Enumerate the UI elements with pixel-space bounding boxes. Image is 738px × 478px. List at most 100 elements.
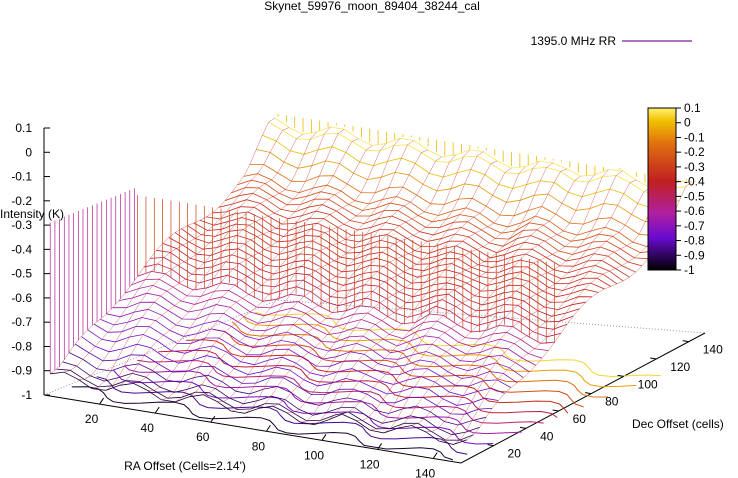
colorbar-tick-label: 0.1 bbox=[684, 101, 701, 115]
colorbar-tick-label: -0.3 bbox=[684, 160, 705, 174]
mesh-row bbox=[262, 134, 680, 209]
y-tick-label: 80 bbox=[605, 395, 619, 409]
colorbar-tick-label: -0.1 bbox=[684, 130, 705, 144]
mesh-col bbox=[230, 154, 456, 412]
z-tick-label: -1 bbox=[21, 388, 32, 402]
z-tick-label: -0.6 bbox=[11, 291, 32, 305]
x-tick-label: 120 bbox=[360, 457, 380, 471]
y-tick bbox=[487, 444, 494, 447]
ra-axis: 20 40 60 80 100 120 140 bbox=[85, 397, 438, 478]
y-tick bbox=[519, 426, 527, 429]
legend: 1395.0 MHz RR bbox=[531, 34, 692, 48]
dec-axis-label: Dec Offset (cells) bbox=[632, 417, 724, 431]
mesh-col bbox=[203, 149, 428, 395]
x-tick bbox=[377, 443, 383, 450]
y-tick-label: 20 bbox=[508, 447, 522, 461]
mesh-col bbox=[328, 162, 554, 421]
z-tick-label: -0.5 bbox=[11, 267, 32, 281]
colorbar-ticks: 0.10-0.1-0.2-0.3-0.4-0.5-0.6-0.7-0.8-0.9… bbox=[676, 101, 705, 277]
x-tick bbox=[321, 434, 327, 441]
y-tick bbox=[682, 340, 689, 343]
contour-line bbox=[137, 359, 544, 424]
contour-line bbox=[96, 376, 468, 455]
legend-label: 1395.0 MHz RR bbox=[531, 34, 617, 48]
mesh-col bbox=[286, 167, 512, 413]
colorbar-tick-label: -0.7 bbox=[684, 219, 705, 233]
x-tick bbox=[210, 415, 216, 423]
x-tick bbox=[265, 424, 271, 432]
mesh-col bbox=[119, 129, 345, 386]
y-tick-label: 100 bbox=[638, 377, 658, 391]
mesh-row bbox=[206, 211, 624, 282]
mesh-row bbox=[100, 317, 518, 384]
mesh-col bbox=[397, 170, 623, 429]
x-tick-label: 140 bbox=[415, 466, 435, 478]
y-tick bbox=[552, 409, 559, 412]
mesh-row bbox=[181, 228, 599, 298]
z-tick-label: -0.1 bbox=[11, 170, 32, 184]
z-tick-label: -0.8 bbox=[11, 339, 32, 353]
mesh-col bbox=[272, 160, 498, 407]
mesh-row bbox=[74, 343, 493, 415]
x-tick bbox=[99, 397, 105, 405]
contour-line bbox=[255, 311, 661, 378]
x-tick-label: 20 bbox=[85, 412, 99, 426]
contour-line bbox=[113, 369, 494, 445]
z-tick-label: -0.9 bbox=[11, 364, 32, 378]
intensity-axis: 0.1 0 -0.1 -0.2 -0.3 -0.4 -0.5 -0.6 -0.7 -0.8 -0.9… bbox=[11, 121, 50, 402]
mesh-col bbox=[78, 133, 303, 380]
colorbar-tick-label: -0.2 bbox=[684, 145, 705, 159]
colorbar-tick-label: -0.5 bbox=[684, 189, 705, 203]
mesh-row bbox=[168, 237, 586, 311]
mesh-col bbox=[453, 180, 679, 445]
colorbar-tick-label: -0.4 bbox=[684, 175, 705, 189]
contour-line bbox=[212, 329, 584, 408]
colorbar-tick-label: -0.9 bbox=[684, 248, 705, 262]
mesh-col bbox=[105, 126, 331, 391]
x-tick bbox=[154, 406, 160, 414]
y-tick-label: 120 bbox=[670, 360, 690, 374]
x-tick-label: 80 bbox=[252, 439, 266, 453]
mesh-row bbox=[268, 121, 686, 194]
contour-line bbox=[158, 349, 558, 419]
colorbar-gradient bbox=[647, 107, 677, 271]
contour-line bbox=[123, 365, 522, 435]
z-tick-label: 0.1 bbox=[15, 121, 32, 135]
z-tick-label: -0.4 bbox=[11, 242, 32, 256]
colorbar-tick-label: -0.8 bbox=[684, 234, 705, 248]
intensity-axis-label: Intensity (K) bbox=[0, 207, 64, 221]
mesh-col bbox=[244, 149, 470, 414]
mesh-col bbox=[147, 145, 373, 391]
base-contours bbox=[71, 311, 661, 461]
x-tick bbox=[432, 452, 438, 459]
mesh-row bbox=[81, 336, 499, 406]
y-tick bbox=[650, 357, 657, 360]
mesh-row bbox=[68, 352, 487, 426]
contour-line bbox=[71, 386, 454, 461]
z-tick-label: -0.3 bbox=[11, 218, 32, 232]
y-tick bbox=[585, 392, 592, 395]
colorbar-tick-label: -1 bbox=[684, 263, 695, 277]
mesh-col bbox=[411, 179, 637, 426]
colorbar-tick-label: -0.6 bbox=[684, 204, 705, 218]
mesh-row bbox=[193, 222, 612, 287]
mesh-col bbox=[356, 175, 581, 421]
contour-line bbox=[186, 339, 569, 414]
z-tick-label: -0.2 bbox=[11, 194, 32, 208]
ra-axis-label: RA Offset (Cells=2.14') bbox=[124, 459, 246, 473]
y-tick bbox=[617, 374, 624, 377]
colorbar: 0.10-0.1-0.2-0.3-0.4-0.5-0.6-0.7-0.8-0.9… bbox=[647, 101, 705, 277]
scan-spikes bbox=[49, 113, 696, 374]
colorbar-tick-label: 0 bbox=[684, 116, 691, 130]
x-tick-label: 60 bbox=[196, 430, 210, 444]
x-tick-label: 100 bbox=[304, 448, 324, 462]
mesh-col bbox=[314, 161, 540, 425]
y-tick-label: 140 bbox=[703, 343, 723, 357]
mesh-row bbox=[256, 149, 674, 223]
mesh-col bbox=[161, 143, 387, 401]
dec-axis: 20 40 60 80 100 120 140 bbox=[487, 340, 723, 461]
x-tick-label: 40 bbox=[141, 421, 155, 435]
mesh-col bbox=[369, 174, 595, 431]
